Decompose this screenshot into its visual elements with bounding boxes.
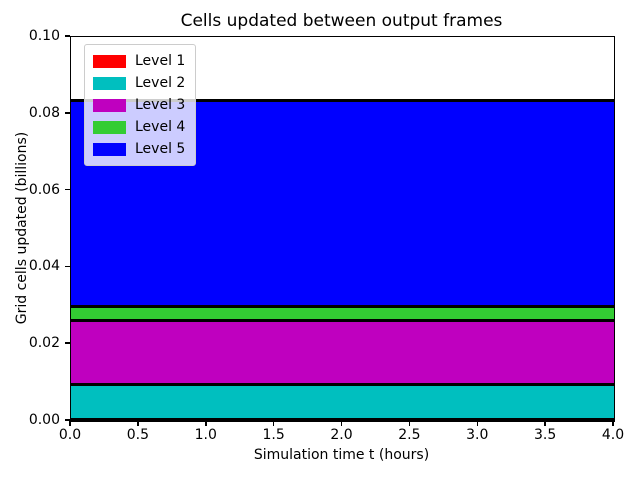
legend-item-level-5: Level 5 [93,138,185,160]
plot-area: Level 1 Level 2 Level 3 Level 4 Level 5 [70,36,615,422]
x-tick-label: 2.5 [398,427,421,443]
y-tick-mark [65,419,70,421]
x-tick-mark [612,421,614,426]
legend-swatch [93,142,126,156]
x-tick-mark [205,421,207,426]
legend-item-level-2: Level 2 [93,72,185,94]
y-tick-mark [65,342,70,344]
x-tick-label: 1.5 [262,427,285,443]
legend: Level 1 Level 2 Level 3 Level 4 Level 5 [84,44,197,166]
legend-item-level-4: Level 4 [93,116,185,138]
x-tick-mark [476,421,478,426]
legend-label: Level 4 [135,119,186,135]
x-tick-label: 0.0 [58,427,82,443]
legend-swatch [93,76,126,90]
x-tick-label: 2.0 [330,427,353,443]
legend-item-level-1: Level 1 [93,50,185,72]
x-tick-mark [69,421,71,426]
chart-title: Cells updated between output frames [180,11,503,31]
legend-swatch [93,120,126,134]
legend-swatch [93,98,126,112]
area-band-level-2 [71,384,614,420]
x-tick-mark [340,421,343,426]
x-axis-label: Simulation time t (hours) [253,447,430,463]
y-tick-mark [65,112,70,114]
x-tick-label: 3.0 [466,427,489,443]
y-tick-label: 0.04 [28,258,60,275]
x-tick-mark [408,421,411,426]
x-tick-mark [137,421,139,426]
x-tick-label: 1.0 [194,427,217,443]
x-tick-mark [544,421,546,426]
legend-item-level-3: Level 3 [93,94,185,116]
area-band-level-4 [71,306,614,321]
area-edge-line [71,305,614,308]
y-tick-label: 0.08 [28,104,60,121]
y-tick-label: 0.06 [28,181,60,198]
legend-label: Level 2 [135,75,186,91]
y-tick-label: 0.02 [28,335,60,352]
x-tick-mark [272,421,275,426]
area-edge-line [71,418,614,421]
x-tick-label: 0.5 [126,427,149,443]
legend-label: Level 3 [135,97,186,113]
x-tick-label: 4.0 [601,427,625,443]
y-tick-label: 0.00 [28,412,60,428]
legend-swatch [93,54,126,68]
y-tick-mark [65,35,70,37]
y-tick-mark [65,188,70,191]
y-tick-label: 0.10 [28,28,60,44]
y-axis-label: Grid cells updated (billions) [14,131,30,325]
area-edge-line [71,383,614,386]
legend-label: Level 5 [135,141,186,157]
x-tick-label: 3.5 [533,427,557,443]
legend-label: Level 1 [135,53,186,69]
stacked-areas [71,37,614,421]
y-tick-mark [65,265,70,268]
area-edge-line [71,99,614,103]
area-edge-line [71,319,614,323]
area-band-level-3 [71,320,614,385]
